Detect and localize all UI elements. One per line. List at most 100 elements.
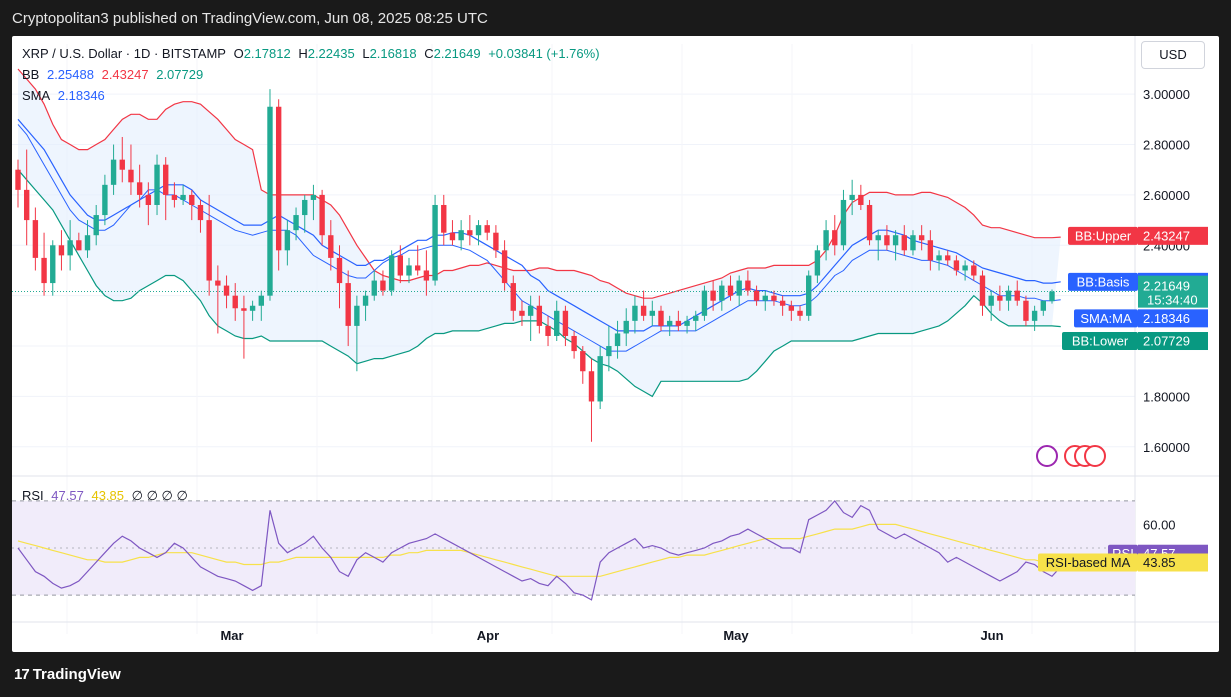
close-value: 2.21649 (433, 46, 481, 61)
candle-body (988, 295, 994, 306)
candle-body (693, 315, 699, 321)
candle-body (223, 285, 230, 296)
price-tick-label: 3.00000 (1143, 87, 1190, 102)
rsi-ma-tag-text: RSI-based MA (1046, 555, 1131, 570)
bb-legend[interactable]: BB 2.25488 2.43247 2.07729 (22, 67, 207, 82)
high-label: H (298, 46, 308, 61)
candle-body (336, 257, 343, 284)
candle-body (258, 295, 264, 306)
time-tick-label: Mar (220, 628, 243, 643)
candle-body (371, 280, 377, 296)
sma-value-text: 2.18346 (1143, 311, 1190, 326)
current-price-bg (1138, 275, 1208, 308)
tradingview-logo-icon: 17 (14, 666, 30, 683)
candle-body (449, 232, 456, 241)
rsi-extra: ∅ ∅ ∅ ∅ (131, 488, 188, 503)
time-tick-label: Apr (477, 628, 499, 643)
sma-legend[interactable]: SMA 2.18346 (22, 88, 109, 103)
candle-body (362, 295, 369, 306)
flag-icon (1084, 445, 1106, 467)
candle-body (415, 265, 421, 271)
candle-body (675, 320, 682, 326)
bb-upper-value: 2.43247 (101, 67, 149, 82)
candle-body (953, 260, 960, 271)
candle-body (892, 235, 899, 246)
candle-body (606, 346, 612, 357)
rsi-legend[interactable]: RSI 47.57 43.85 ∅ ∅ ∅ ∅ (22, 488, 192, 504)
candle-body (215, 280, 221, 286)
candle-body (580, 351, 586, 372)
rsi-ma-value-text: 43.85 (1143, 555, 1176, 570)
footer: 17 TradingView (0, 652, 1231, 697)
candle-body (927, 240, 934, 261)
candle-body (441, 204, 447, 233)
chart-canvas[interactable]: 3.000002.800002.600002.400001.800001.600… (12, 36, 1219, 652)
symbol-legend: XRP / U.S. Dollar · 1D · BITSTAMP O2.178… (22, 46, 604, 61)
price-tick-label: 1.80000 (1143, 389, 1190, 404)
candle-body (50, 245, 56, 284)
bb-lower-value-bg (1138, 332, 1208, 351)
candle-body (997, 295, 1003, 301)
candle-body (32, 220, 39, 258)
candle-body (58, 245, 65, 256)
candle-body (163, 164, 169, 195)
tradingview-logo[interactable]: 17 TradingView (14, 666, 121, 683)
candle-body (458, 230, 464, 241)
rsi-tick-label: 60.00 (1143, 517, 1176, 532)
low-value: 2.16818 (369, 46, 417, 61)
candle-body (249, 305, 256, 311)
rsi-ma-line (17, 523, 1061, 577)
candle-body (710, 290, 716, 301)
candle-body (884, 235, 890, 246)
publish-info: Cryptopolitan3 published on TradingView.… (12, 10, 488, 27)
candle-body (67, 240, 73, 256)
candle-body (110, 159, 117, 185)
low-label: L (362, 46, 370, 61)
candle-body (232, 295, 238, 309)
candle-body (832, 230, 838, 246)
bb-basis-tag-text: BB:Basis (1077, 274, 1130, 289)
candle-body (510, 283, 516, 311)
candle-body (519, 310, 525, 316)
candle-body (206, 220, 212, 281)
candle-body (666, 320, 673, 326)
rsi-ma-value-bg (1138, 553, 1208, 572)
candle-body (275, 106, 282, 251)
sma-label: SMA (22, 88, 51, 103)
change-value: +0.03841 (+1.76%) (488, 46, 600, 61)
candle-body (901, 235, 907, 251)
header-bar: Cryptopolitan3 published on TradingView.… (0, 0, 1231, 36)
close-label: C (424, 46, 434, 61)
candle-body (649, 310, 655, 316)
current-price-value: 2.21649 (1143, 279, 1190, 294)
candle-body (328, 235, 334, 258)
candle-body (23, 189, 30, 221)
candle-body (84, 235, 91, 251)
tradingview-brand: TradingView (32, 666, 121, 683)
candle-body (154, 164, 160, 205)
candle-body (918, 235, 925, 241)
bb-lower-tag-text: BB:Lower (1072, 334, 1129, 349)
candle-body (936, 255, 942, 261)
candle-body (475, 225, 482, 236)
candle-body (284, 230, 291, 251)
candle-body (1040, 300, 1047, 311)
candle-body (945, 255, 951, 261)
bb-basis-tag-bg (1068, 272, 1138, 291)
candle-body (866, 204, 873, 241)
candle-body (1005, 290, 1012, 301)
symbol-name[interactable]: XRP / U.S. Dollar · 1D · BITSTAMP (22, 46, 226, 61)
currency-button[interactable]: USD (1141, 41, 1205, 69)
candle-body (840, 199, 847, 246)
candle-body (562, 310, 569, 336)
candle-body (701, 290, 708, 316)
bb-upper-tag-text: BB:Upper (1075, 228, 1132, 243)
chart-panel[interactable]: 3.00000 2.80000 2.60000 2.40000 1.80000 1.600… (12, 36, 1219, 652)
candle-body (310, 194, 317, 200)
candle-body (397, 255, 404, 276)
candle-body (727, 285, 734, 296)
bb-label: BB (22, 67, 40, 82)
candle-body (1031, 310, 1038, 321)
candle-body (432, 204, 438, 281)
price-tick-label: 2.60000 (1143, 188, 1190, 203)
